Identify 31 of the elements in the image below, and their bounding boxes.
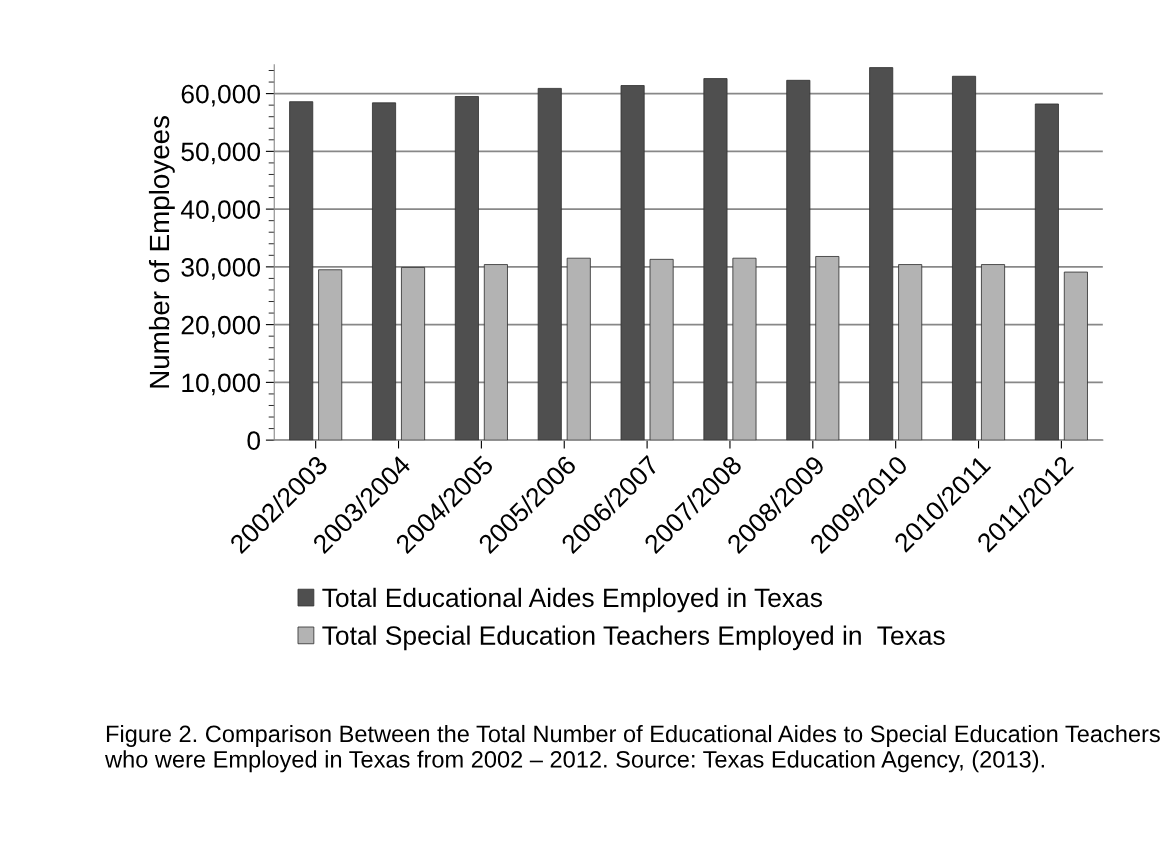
bar <box>1034 103 1059 441</box>
bar <box>732 257 757 441</box>
legend-label: Total Special Education Teachers Employed in Texas <box>322 625 945 651</box>
bar <box>566 257 591 441</box>
caption: Figure 2. Comparison Between the Total Number of Educational Aides to Special Education Teachers who were Employed in Texas from 2002 – 2012. Source: Texas Education Agency, (2013). <box>105 724 1160 773</box>
bar <box>620 85 645 441</box>
bar <box>815 256 840 441</box>
bar <box>981 264 1006 441</box>
y-tick-label: 50,000 <box>181 142 261 165</box>
y-tick-label: 30,000 <box>181 258 261 280</box>
bar <box>952 75 977 441</box>
bar <box>649 258 674 441</box>
bar <box>318 269 343 441</box>
bar <box>898 264 923 441</box>
bar <box>483 264 508 441</box>
bar <box>454 96 479 441</box>
bar <box>537 87 562 441</box>
bar <box>401 267 426 441</box>
bar <box>869 67 894 441</box>
bar <box>786 79 811 441</box>
bar <box>1063 271 1088 441</box>
bar <box>703 78 728 441</box>
y-tick-label: 40,000 <box>180 200 261 223</box>
y-tick-label: 10,000 <box>182 373 261 396</box>
legend-label: Total Educational Aides Employed in Texas <box>322 587 822 613</box>
y-tick-label: 20,000 <box>181 315 261 338</box>
bar <box>372 102 397 441</box>
y-axis-title: Number of Employees <box>148 116 175 388</box>
bar <box>289 101 314 441</box>
y-tick-label: 0 <box>247 431 261 450</box>
y-tick-label: 60,000 <box>181 84 261 107</box>
